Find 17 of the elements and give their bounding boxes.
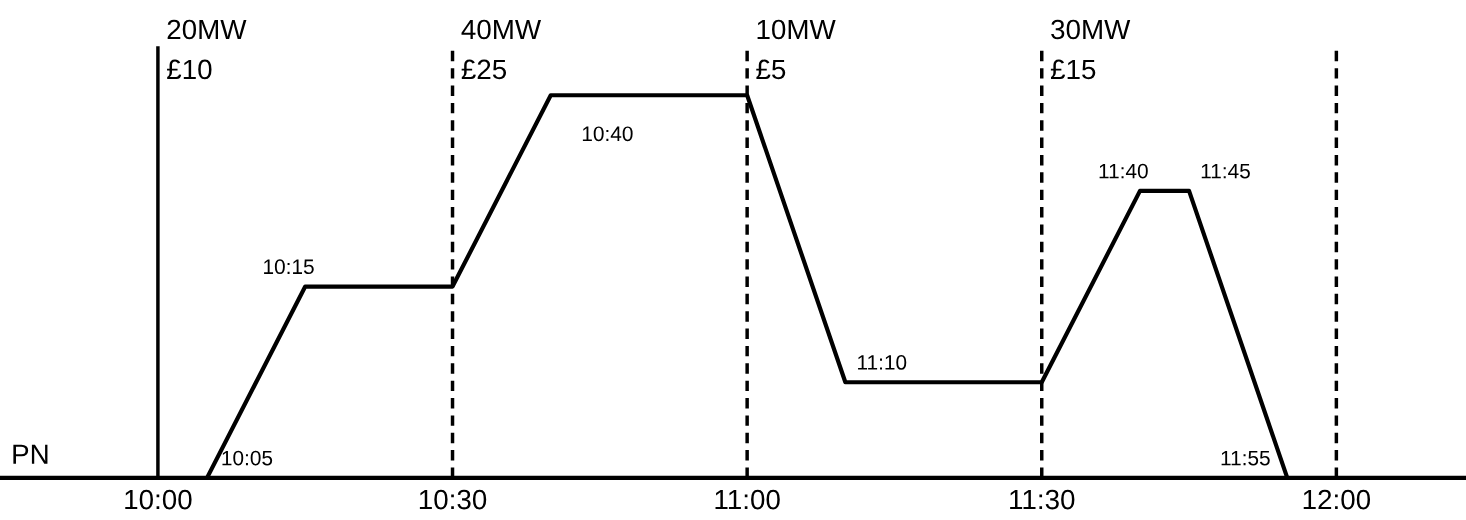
annotation: PN xyxy=(13,444,48,464)
annotation: 10:15 xyxy=(264,259,314,275)
annotation: 10:40 xyxy=(582,126,633,142)
annotation: 11:40 xyxy=(1099,163,1148,179)
ref-line-label: 30MW £15 xyxy=(1050,19,1131,80)
x-tick-label: 10:00 xyxy=(125,489,192,510)
x-tick-label: 11:30 xyxy=(1010,489,1075,510)
x-tick-label: 11:00 xyxy=(715,489,780,510)
ref-line-label: 10MW £5 xyxy=(756,19,836,80)
x-tick-label: 10:30 xyxy=(419,489,487,510)
annotation: 10:05 xyxy=(222,450,273,466)
ref-line-label: 20MW £10 xyxy=(167,19,247,80)
annotation: 11:55 xyxy=(1221,450,1270,466)
annotation: 11:10 xyxy=(858,355,907,370)
annotation: 11:45 xyxy=(1201,163,1250,179)
x-tick-label: 12:00 xyxy=(1303,489,1371,510)
ref-line-label: 40MW £25 xyxy=(461,19,542,80)
